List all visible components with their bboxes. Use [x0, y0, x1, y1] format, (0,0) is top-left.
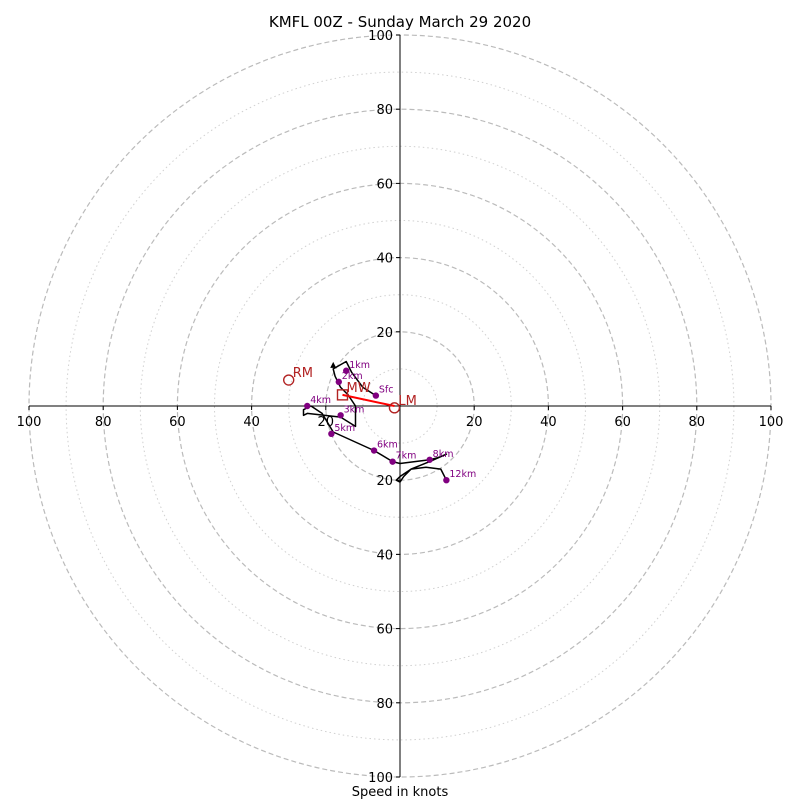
- level-label: 5km: [334, 423, 355, 434]
- left-mover-marker: [388, 402, 401, 414]
- x-tick-label: 40: [243, 415, 260, 430]
- x-tick-label: 80: [689, 415, 706, 430]
- y-tick-label: 60: [376, 177, 393, 192]
- y-tick-label: 60: [376, 623, 393, 638]
- storm-motion-label-rm: RM: [293, 366, 313, 381]
- level-marker: [343, 367, 350, 374]
- x-tick-label: 60: [614, 415, 631, 430]
- x-axis-label: Speed in knots: [352, 785, 449, 800]
- x-tick-label: 100: [759, 415, 784, 430]
- y-tick-label: 20: [376, 474, 393, 489]
- level-label: 6km: [377, 440, 398, 451]
- storm-motion-label-mw: MW: [346, 381, 370, 396]
- y-tick-label: 100: [368, 29, 393, 44]
- x-tick-label: 20: [466, 415, 483, 430]
- y-tick-label: 100: [368, 771, 393, 786]
- storm-motion-layer: RM LM MW: [283, 366, 417, 414]
- level-marker: [389, 458, 396, 465]
- level-marker: [304, 402, 311, 410]
- y-tick-label: 80: [376, 697, 393, 712]
- level-marker: [335, 378, 342, 386]
- level-label: 3km: [344, 404, 365, 415]
- level-label: 2km: [342, 371, 363, 382]
- level-marker: [337, 412, 344, 419]
- tick-labels: 100 80 60 40 20 20 40 60 80 100 100 80 60 40 20 20 40 60 8…: [17, 29, 784, 786]
- y-tick-label: 80: [376, 103, 393, 118]
- shear-vector-line: [342, 393, 395, 407]
- x-tick-label: 80: [95, 415, 112, 430]
- level-label: 7km: [396, 451, 417, 462]
- x-tick-label: 60: [169, 415, 186, 430]
- y-tick-label: 20: [376, 326, 393, 341]
- y-tick-label: 40: [376, 548, 393, 563]
- right-mover-marker: [283, 374, 295, 386]
- trace-arrowhead: [330, 361, 337, 368]
- level-label: 1km: [349, 360, 370, 371]
- x-tick-label: 20: [318, 415, 335, 430]
- y-tick-label: 40: [376, 252, 393, 267]
- axes-lines: [29, 35, 771, 777]
- level-marker: [426, 456, 433, 463]
- storm-motion-label-lm: LM: [398, 394, 416, 409]
- x-tick-label: 40: [540, 415, 557, 430]
- mean-wind-marker: [336, 389, 349, 401]
- level-marker: [328, 430, 335, 438]
- level-marker: [443, 477, 450, 484]
- level-label: 8km: [433, 449, 454, 460]
- level-label: 12km: [449, 469, 476, 480]
- level-label: 4km: [310, 395, 331, 406]
- level-marker: [372, 392, 380, 399]
- x-tick-label: 100: [17, 415, 42, 430]
- level-marker: [370, 447, 378, 454]
- chart-title: KMFL 00Z - Sunday March 29 2020: [269, 13, 531, 31]
- level-label: Sfc: [379, 385, 394, 396]
